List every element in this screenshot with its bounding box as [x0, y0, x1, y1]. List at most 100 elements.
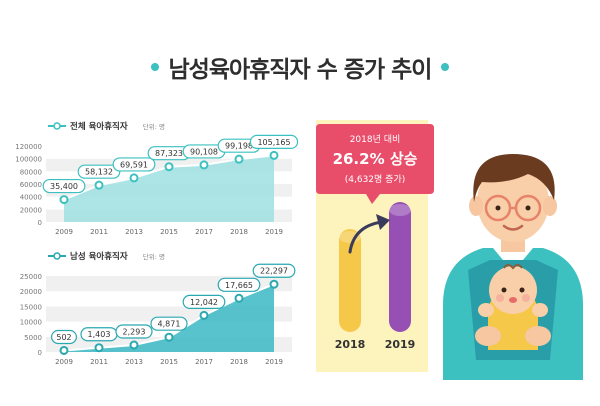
dad-ear-left: [469, 196, 483, 216]
baby-hand-right: [532, 303, 548, 317]
total-ytick-label: 20000: [20, 206, 42, 214]
male-value-label-bg: [50, 329, 77, 345]
callout-line3: (4,632명 증가): [345, 174, 406, 185]
callout-rise: 상승: [390, 150, 418, 168]
total-data-point: [269, 150, 279, 160]
total-leave-chart: 0 20000 40000 60000 80000 100000 120000 35,400 5…: [15, 121, 299, 236]
dad-with-baby-illustration: [443, 154, 583, 380]
male-value-label: 4,871: [158, 320, 181, 329]
male-xtick-label: 2018: [230, 358, 248, 366]
dad-eye-left: [495, 205, 501, 211]
title-dot-right: [441, 63, 450, 71]
comparison-chart: 2018 2019 2018년 대비 26.2% 상승 (4,632명 증가): [316, 124, 434, 351]
male-ytick-label: 20000: [20, 288, 42, 296]
baby-hair: [503, 264, 523, 270]
male-ytick-label: 15000: [20, 303, 42, 311]
male-legend-label: 남성 육아휴직자: [70, 251, 128, 262]
baby-cheek-left: [496, 294, 504, 302]
total-value-label: 58,132: [85, 168, 113, 177]
total-value-label: 99,198: [225, 142, 253, 151]
bar-2019: [389, 202, 411, 332]
male-value-label: 17,665: [225, 281, 253, 290]
total-value-label-bg: [42, 178, 86, 194]
total-value-label-bg: [249, 134, 299, 149]
dad-hand-left: [475, 326, 501, 346]
male-value-label-bg: [217, 277, 261, 292]
total-xtick-label: 2011: [90, 228, 108, 236]
total-ytick-label: 80000: [20, 168, 42, 176]
male-xtick-label: 2015: [160, 358, 178, 366]
total-xtick-label: 2009: [55, 228, 73, 236]
total-value-label: 69,591: [120, 160, 148, 169]
total-legend-label: 전체 육아휴직자: [70, 121, 128, 132]
growth-arrow-line: [348, 220, 384, 254]
growth-arrow-head: [376, 214, 390, 230]
male-data-point: [94, 343, 104, 353]
male-value-label: 22,297: [260, 267, 288, 276]
male-value-label: 1,403: [88, 330, 111, 339]
bar-category-label: 2018: [335, 338, 366, 351]
total-xtick-label: 2019: [265, 228, 283, 236]
male-ytick-label: 25000: [20, 273, 42, 281]
bar-2018: [339, 229, 361, 332]
bar-category-label: 2019: [385, 338, 416, 351]
male-data-point: [59, 345, 69, 355]
total-xtick-label: 2017: [195, 228, 213, 236]
male-value-label-bg: [115, 324, 153, 339]
baby-cheek-right: [522, 294, 530, 302]
male-leave-chart: 0 5000 10000 15000 20000 25000 502 1,403 2,293 4,…: [20, 251, 296, 366]
dad-ear-right: [543, 196, 557, 216]
callout-bubble: [316, 124, 434, 204]
total-value-label-bg: [112, 157, 156, 172]
male-value-label: 2,293: [123, 328, 146, 337]
total-xtick-label: 2015: [160, 228, 178, 236]
male-xtick-label: 2009: [55, 358, 73, 366]
baby-eye-left: [501, 287, 507, 293]
total-value-label: 105,165: [257, 138, 290, 147]
male-data-point: [199, 310, 209, 320]
male-data-point: [164, 332, 174, 342]
title-dot-left: [150, 63, 159, 71]
total-value-label: 35,400: [50, 182, 78, 191]
total-data-point: [59, 195, 69, 205]
total-data-point: [129, 173, 139, 183]
male-data-point: [129, 340, 139, 350]
male-ytick-label: 10000: [20, 319, 42, 327]
male-xtick-label: 2019: [265, 358, 283, 366]
total-value-label-bg: [77, 164, 121, 179]
male-data-point: [269, 279, 279, 289]
male-legend-marker: [53, 252, 61, 260]
dad-hair: [473, 154, 555, 202]
total-xtick-label: 2013: [125, 228, 143, 236]
total-ytick-label: 100000: [15, 156, 42, 164]
bar-top-highlight: [339, 231, 361, 244]
page-title: 남성육아휴직자 수 증가 추이: [168, 57, 433, 83]
total-value-label: 90,108: [190, 147, 218, 156]
callout-rate: 26.2%: [333, 150, 390, 168]
male-value-label: 502: [56, 333, 71, 342]
baby-eye-right: [519, 287, 525, 293]
male-value-label-bg: [252, 263, 296, 278]
total-ytick-label: 40000: [20, 194, 42, 202]
total-ytick-label: 120000: [15, 143, 42, 151]
baby-head: [489, 266, 537, 314]
title-row: 남성육아휴직자 수 증가 추이: [0, 50, 600, 84]
male-data-point: [234, 293, 244, 303]
male-ytick-label: 5000: [24, 334, 42, 342]
male-unit-label: 단위: 명: [143, 252, 165, 261]
male-area: [64, 284, 274, 352]
baby-mouth: [509, 297, 517, 303]
baby-hand-left: [478, 303, 494, 317]
callout-line1: 2018년 대비: [350, 134, 401, 145]
total-legend-marker: [53, 122, 61, 130]
total-ytick-label: 0: [38, 219, 42, 227]
dad-smile: [502, 224, 524, 231]
total-data-point: [94, 180, 104, 190]
male-value-label-bg: [182, 294, 226, 309]
male-xtick-label: 2017: [195, 358, 213, 366]
total-data-point: [234, 154, 244, 164]
total-unit-label: 단위: 명: [143, 122, 165, 131]
bar-top-highlight: [389, 204, 411, 216]
total-area: [64, 155, 274, 222]
total-data-point: [164, 162, 174, 172]
